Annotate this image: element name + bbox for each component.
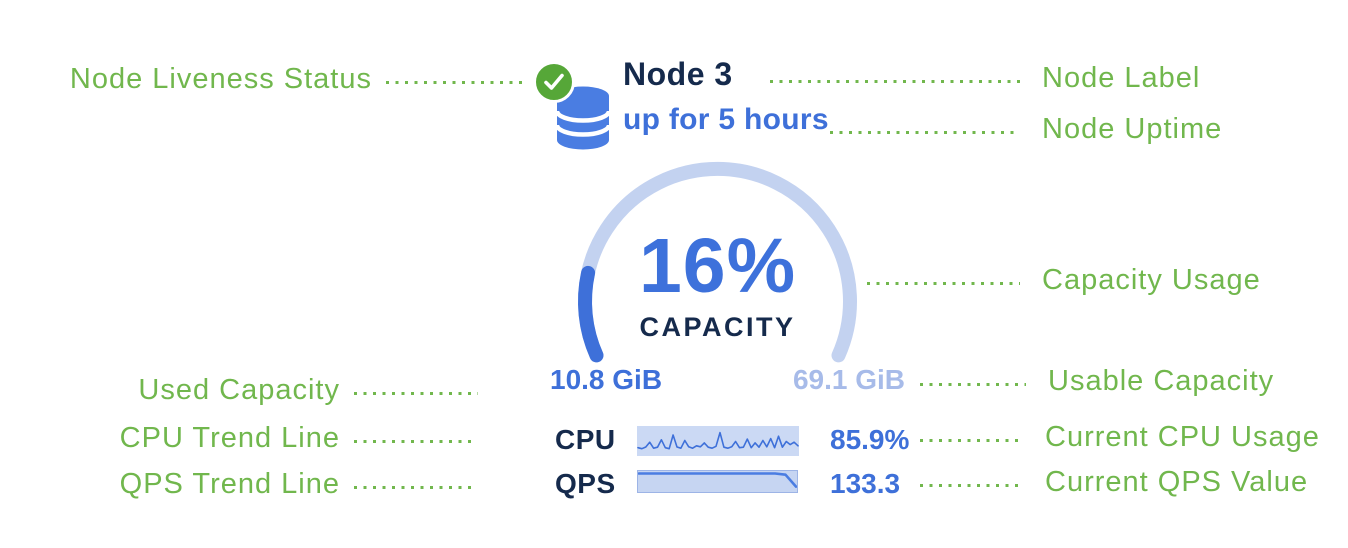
annotation-label: CPU Trend Line xyxy=(119,422,340,454)
annotation-current-cpu-usage: Current CPU Usage xyxy=(920,421,1320,453)
qps-label: QPS xyxy=(555,468,616,499)
annotation-label: Current QPS Value xyxy=(1045,466,1309,498)
leader-line xyxy=(354,391,478,395)
qps-value: 133.3 xyxy=(830,468,901,499)
capacity-percent: 16% xyxy=(638,223,797,309)
annotation-current-qps-value: Current QPS Value xyxy=(920,466,1308,498)
annotation-capacity-usage: Capacity Usage xyxy=(867,264,1261,296)
leader-line xyxy=(830,130,1020,134)
annotation-used-capacity: Used Capacity xyxy=(138,374,478,406)
cpu-value: 85.9% xyxy=(830,424,910,455)
qps-trend xyxy=(637,470,798,493)
annotation-label: Used Capacity xyxy=(138,374,340,406)
annotation-qps-trend-line: QPS Trend Line xyxy=(120,468,474,500)
database-icon xyxy=(556,86,610,150)
annotation-node-liveness-status: Node Liveness Status xyxy=(70,63,523,95)
leader-line xyxy=(770,79,1020,83)
node-title: Node 3 xyxy=(623,56,733,92)
cpu-label: CPU xyxy=(555,424,616,455)
annotation-label: Usable Capacity xyxy=(1048,365,1275,397)
leader-line xyxy=(386,80,523,84)
annotation-label: Node Uptime xyxy=(1042,113,1223,145)
node-liveness-status-icon xyxy=(533,61,575,103)
cpu-sparkline xyxy=(637,426,799,456)
capacity-gauge xyxy=(578,161,857,363)
leader-line xyxy=(920,438,1023,442)
leader-line xyxy=(920,382,1026,386)
annotation-label: QPS Trend Line xyxy=(119,468,340,500)
capacity-caption: CAPACITY xyxy=(639,312,796,342)
leader-line xyxy=(354,439,476,443)
usable-capacity-value: 69.1 GiB xyxy=(792,364,905,395)
annotation-node-label: Node Label xyxy=(770,62,1200,94)
annotation-label: Node Label xyxy=(1042,62,1201,94)
node-uptime: up for 5 hours xyxy=(623,103,829,136)
leader-line xyxy=(354,485,474,489)
annotation-label: Node Liveness Status xyxy=(69,63,372,95)
annotation-cpu-trend-line: CPU Trend Line xyxy=(120,422,476,454)
check-icon xyxy=(544,73,564,90)
leader-line xyxy=(920,483,1023,487)
annotation-node-uptime: Node Uptime xyxy=(830,113,1222,145)
annotation-label: Current CPU Usage xyxy=(1045,421,1320,453)
used-capacity-value: 10.8 GiB xyxy=(550,364,663,395)
annotation-label: Capacity Usage xyxy=(1042,264,1261,296)
leader-line xyxy=(867,281,1020,285)
annotation-usable-capacity: Usable Capacity xyxy=(920,365,1274,397)
